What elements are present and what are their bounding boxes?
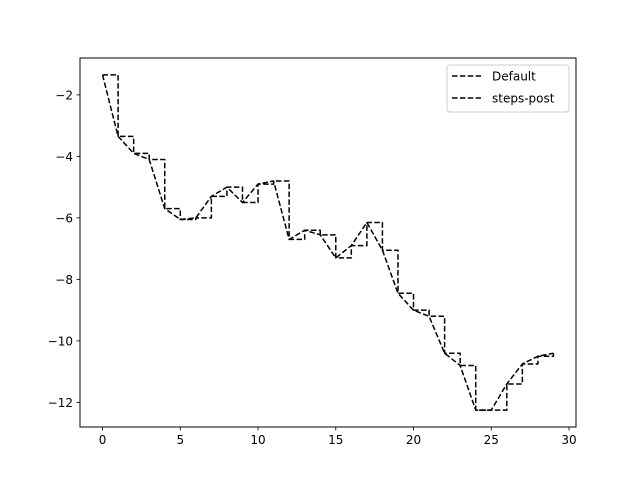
legend-label-default: Default (492, 70, 536, 84)
y-tick-label: −4 (55, 150, 73, 164)
series-line-steps-post (102, 74, 555, 411)
x-tick-label: 15 (328, 433, 343, 447)
legend: Default steps-post (446, 64, 570, 113)
y-tick-label: −2 (55, 88, 73, 102)
y-tick-label: −6 (55, 211, 73, 225)
x-tick-label: 10 (250, 433, 265, 447)
y-axis: −12 −10 −8 −6 −4 −2 (48, 88, 80, 410)
x-tick-label: 30 (561, 433, 576, 447)
x-axis: 0 5 10 15 20 25 30 (99, 427, 577, 447)
y-tick-label: −8 (55, 273, 73, 287)
plot-frame (79, 57, 577, 428)
y-tick-label: −10 (48, 334, 73, 348)
series-layer (101, 74, 555, 411)
y-tick-label: −12 (48, 396, 73, 410)
x-tick-label: 25 (484, 433, 499, 447)
x-tick-label: 20 (406, 433, 421, 447)
x-tick-label: 0 (99, 433, 107, 447)
x-tick-label: 5 (176, 433, 184, 447)
series-line-default (101, 74, 554, 411)
legend-label-steps-post: steps-post (492, 92, 555, 106)
